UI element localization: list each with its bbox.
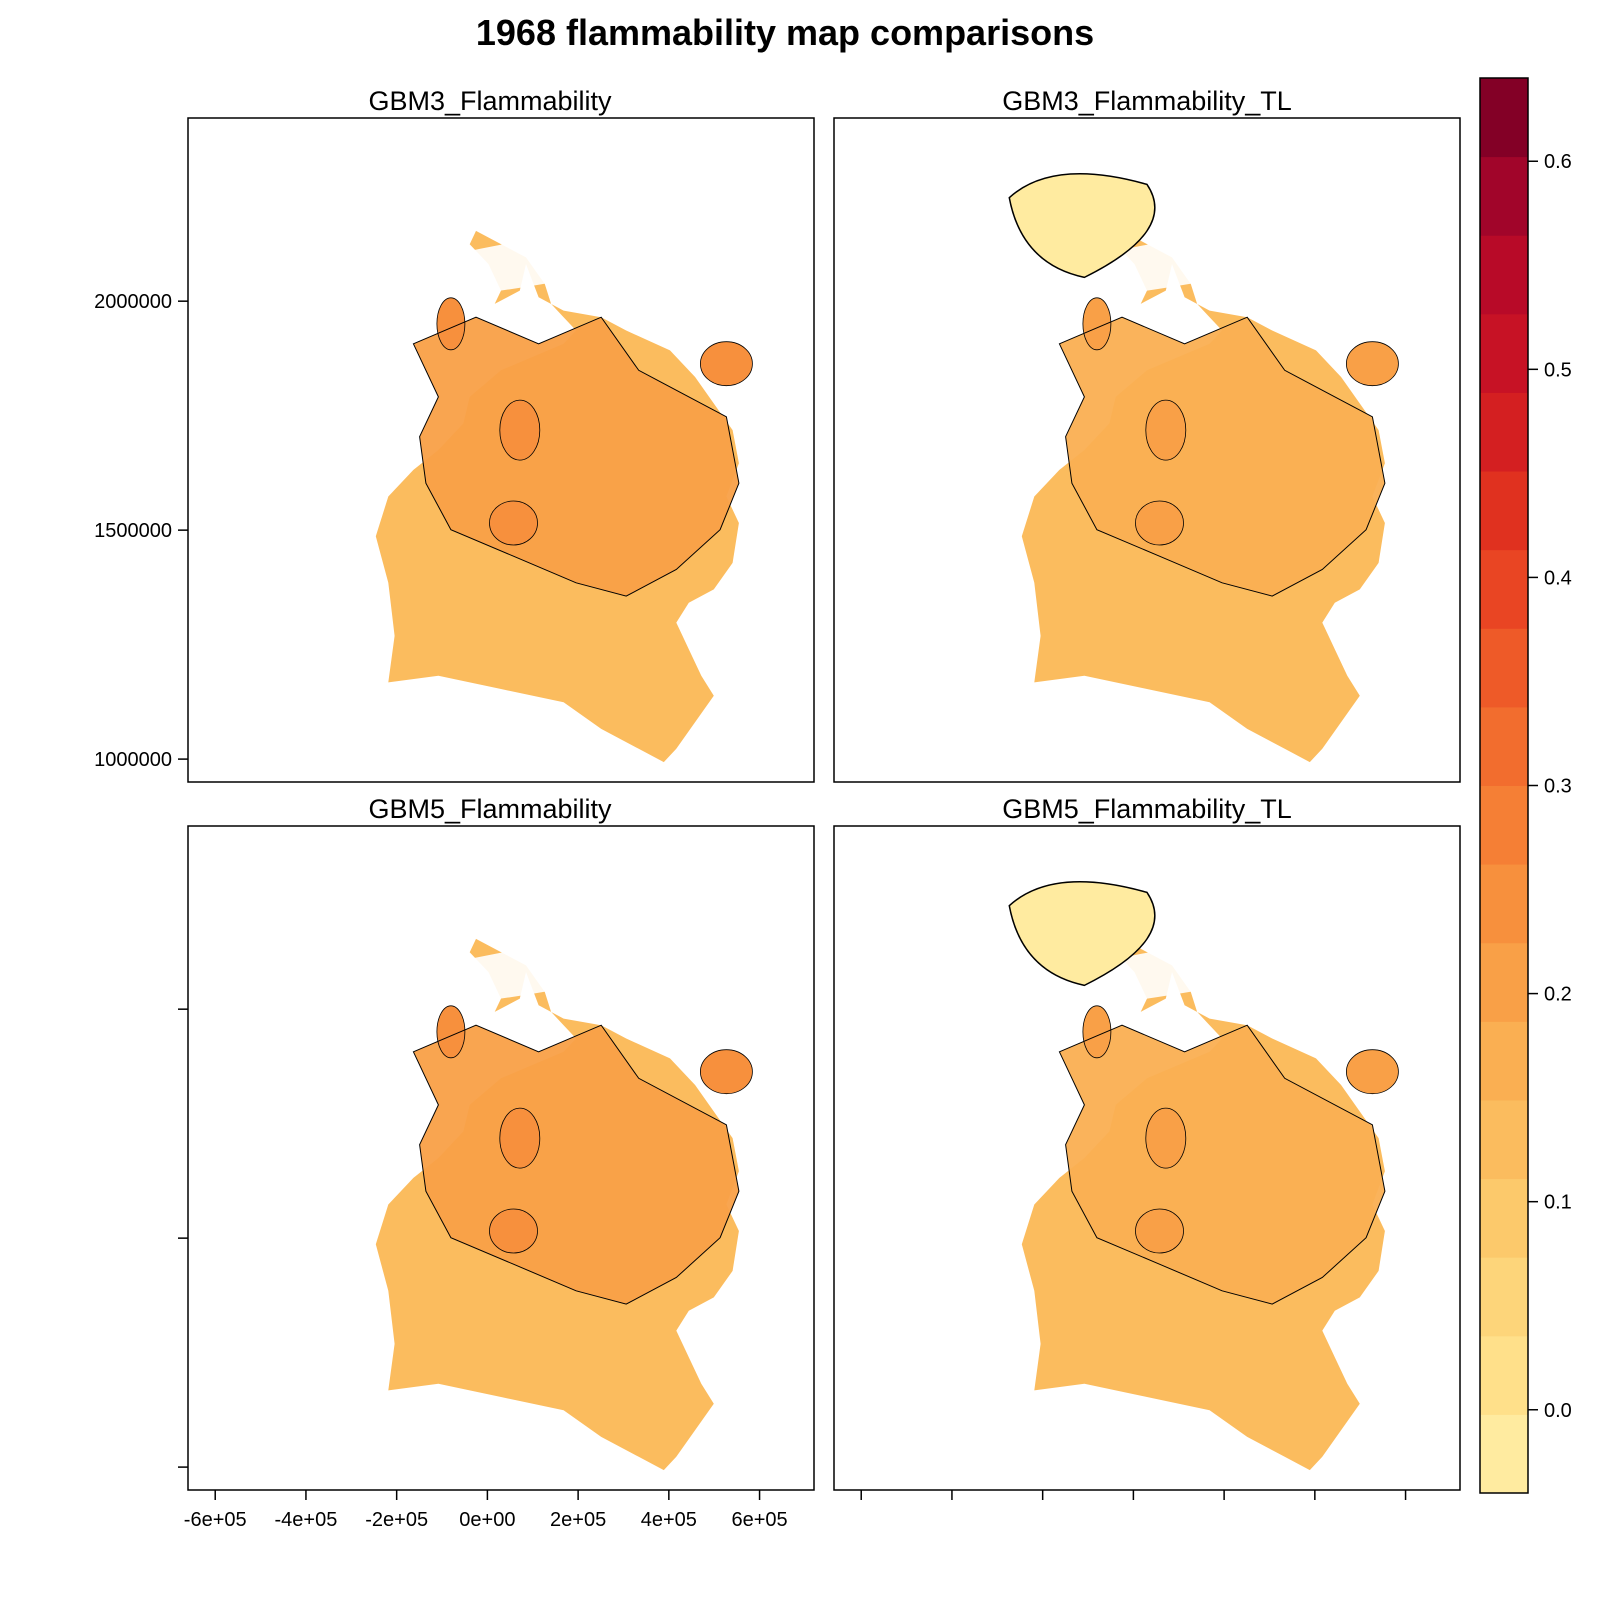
colorbar-tick-label: 0.6 xyxy=(1544,151,1572,173)
x-tick-label: -2e+05 xyxy=(365,1509,428,1531)
hotspot-contour-top-right-1 xyxy=(1145,399,1187,461)
colorbar-segment xyxy=(1480,864,1528,944)
colorbar-segment xyxy=(1480,235,1528,315)
unburnable-band-top-left xyxy=(438,210,708,298)
hotspot-top-left-2 xyxy=(489,501,538,545)
unburnable-band-bottom-left xyxy=(438,918,708,1006)
colorbar-tick-label: 0.4 xyxy=(1544,567,1572,589)
hotspot-contour-top-right-0 xyxy=(1346,341,1399,387)
panel-bottom-left: GBM5_Flammability xyxy=(187,794,815,1491)
hotspot-bottom-right-0 xyxy=(1346,1049,1399,1094)
panel-bottom-right: GBM5_Flammability_TL xyxy=(833,794,1461,1491)
hotspot-top-left-1 xyxy=(499,400,540,461)
x-tick-label: 0e+00 xyxy=(459,1509,515,1531)
colorbar-segment xyxy=(1480,1021,1528,1101)
map-bottom-left xyxy=(375,918,753,1471)
colorbar-segment xyxy=(1480,471,1528,551)
north-slope-low-bottom-right xyxy=(1008,881,1156,987)
colorbar-tick-label: 0.0 xyxy=(1544,1400,1572,1422)
hotspot-bottom-right-3 xyxy=(1082,1005,1111,1058)
colorbar-segment xyxy=(1480,1414,1528,1494)
hotspot-top-left-3 xyxy=(436,297,465,350)
hotspot-top-right-3 xyxy=(1082,297,1111,350)
colorbar-tick-label: 0.3 xyxy=(1544,776,1572,798)
hotspot-contour-bottom-left-2 xyxy=(489,1208,538,1254)
panel-frame-bottom-left xyxy=(187,825,815,1491)
contour-bottom-left xyxy=(412,1024,740,1305)
unburnable-band-bottom-right xyxy=(1084,918,1354,1006)
hotspot-contour-bottom-right-0 xyxy=(1346,1049,1399,1095)
hotspot-contour-bottom-left-0 xyxy=(700,1049,753,1095)
hotspot-bottom-right-2 xyxy=(1135,1209,1184,1253)
colorbar-segment xyxy=(1480,156,1528,236)
hotspot-contour-bottom-right-1 xyxy=(1145,1107,1187,1169)
x-tick-label: 2e+05 xyxy=(550,1509,606,1531)
map-bottom-right xyxy=(1008,881,1399,1471)
panel-title-bottom-right: GBM5_Flammability_TL xyxy=(1002,794,1292,824)
x-tick-label: 6e+05 xyxy=(731,1509,787,1531)
contour-top-right xyxy=(1058,316,1386,597)
hotspot-contour-top-left-2 xyxy=(489,500,538,546)
colorbar-segment xyxy=(1480,1335,1528,1415)
y-tick-label: 2000000 xyxy=(94,291,172,313)
y-tick-label: 1500000 xyxy=(94,520,172,542)
hotspot-bottom-left-1 xyxy=(499,1108,540,1169)
panel-top-right: GBM3_Flammability_TL xyxy=(833,86,1461,783)
colorbar-segment xyxy=(1480,549,1528,629)
panel-title-top-left: GBM3_Flammability xyxy=(368,86,612,116)
colorbar-tick-label: 0.5 xyxy=(1544,359,1572,381)
hotspot-bottom-right-1 xyxy=(1145,1108,1186,1169)
hotspot-top-right-2 xyxy=(1135,501,1184,545)
axes: 1000000 1500000 2000000 -6e+05 -4e+05 -2e+05 0… xyxy=(94,291,1407,1531)
hotspot-contour-top-left-3 xyxy=(436,297,466,351)
hotspot-top-right-1 xyxy=(1145,400,1186,461)
map-top-left xyxy=(375,210,753,763)
hotspot-contour-top-right-3 xyxy=(1082,297,1112,351)
panel-frame-top-left xyxy=(187,117,815,783)
unburnable-band-top-right xyxy=(1084,210,1354,298)
panel-title-bottom-left: GBM5_Flammability xyxy=(368,794,612,824)
chart-title: 1968 flammability map comparisons xyxy=(476,12,1094,53)
panel-title-top-right: GBM3_Flammability_TL xyxy=(1002,86,1292,116)
hotspot-contour-bottom-left-3 xyxy=(436,1005,466,1059)
colorbar-segment xyxy=(1480,942,1528,1022)
hotspot-contour-top-left-1 xyxy=(499,399,541,461)
colorbar-segment xyxy=(1480,628,1528,708)
panel-top-left: GBM3_Flammability xyxy=(187,86,815,783)
x-tick-label: -4e+05 xyxy=(275,1509,338,1531)
hotspot-contour-top-right-2 xyxy=(1135,500,1184,546)
colorbar-segment xyxy=(1480,785,1528,865)
north-slope-low-top-right xyxy=(1008,173,1156,279)
colorbar: 0.0 0.1 0.2 0.3 0.4 0.5 0.6 xyxy=(1479,77,1572,1494)
hotspot-top-left-0 xyxy=(700,341,753,386)
hotspot-bottom-left-3 xyxy=(436,1005,465,1058)
hotspot-bottom-left-0 xyxy=(700,1049,753,1094)
colorbar-segment xyxy=(1480,1257,1528,1337)
colorbar-segment xyxy=(1480,313,1528,393)
hotspot-contour-top-left-0 xyxy=(700,341,753,387)
panel-frame-bottom-right xyxy=(833,825,1461,1491)
hotspot-top-right-0 xyxy=(1346,341,1399,386)
colorbar-segment xyxy=(1480,392,1528,472)
hotspot-bottom-left-2 xyxy=(489,1209,538,1253)
colorbar-segment xyxy=(1480,1099,1528,1180)
colorbar-segment xyxy=(1480,706,1528,786)
x-tick-label: 4e+05 xyxy=(641,1509,697,1531)
x-tick-label: -6e+05 xyxy=(184,1509,247,1531)
hotspot-contour-bottom-right-2 xyxy=(1135,1208,1184,1254)
hotspot-contour-bottom-left-1 xyxy=(499,1107,541,1169)
contour-top-left xyxy=(412,316,740,597)
colorbar-segment xyxy=(1480,78,1528,158)
hotspot-contour-bottom-right-3 xyxy=(1082,1005,1112,1059)
colorbar-tick-label: 0.1 xyxy=(1544,1192,1572,1214)
colorbar-tick-label: 0.2 xyxy=(1544,984,1572,1006)
y-tick-label: 1000000 xyxy=(94,749,172,771)
panel-frame-top-right xyxy=(833,117,1461,783)
map-top-right xyxy=(1008,173,1399,763)
contour-bottom-right xyxy=(1058,1024,1386,1305)
colorbar-segment xyxy=(1480,1178,1528,1258)
